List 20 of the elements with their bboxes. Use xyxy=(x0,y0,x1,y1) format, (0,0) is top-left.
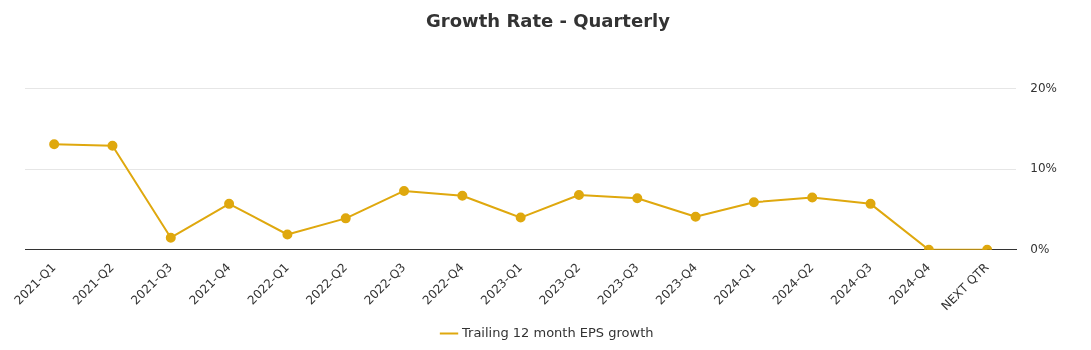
point xyxy=(49,139,60,150)
y-tick-label: 0% xyxy=(1030,241,1050,256)
y-tick-label: 20% xyxy=(1030,80,1057,95)
point xyxy=(399,185,410,196)
point xyxy=(632,193,643,204)
point xyxy=(807,192,818,203)
point xyxy=(690,211,701,222)
point xyxy=(107,140,118,151)
legend-label: Trailing 12 month EPS growth xyxy=(461,324,654,340)
point xyxy=(165,232,176,243)
point xyxy=(865,198,876,209)
point xyxy=(340,213,351,224)
point xyxy=(748,197,759,208)
point xyxy=(224,198,235,209)
point xyxy=(282,229,293,240)
point xyxy=(573,190,584,200)
point xyxy=(515,212,526,223)
point xyxy=(457,190,468,201)
y-tick-label: 10% xyxy=(1030,161,1057,176)
chart-title: Growth Rate - Quarterly xyxy=(426,10,671,32)
